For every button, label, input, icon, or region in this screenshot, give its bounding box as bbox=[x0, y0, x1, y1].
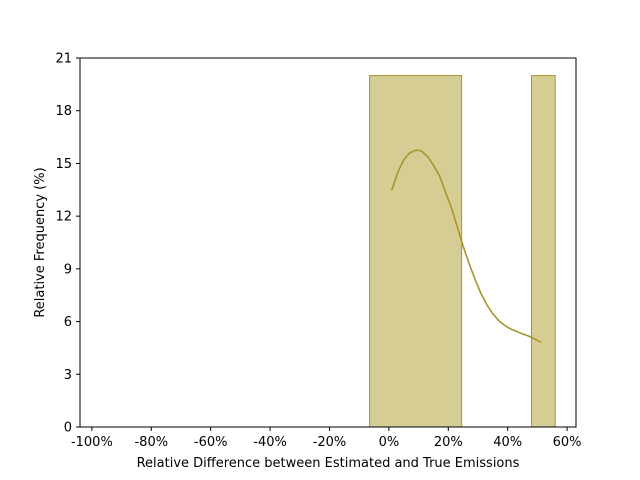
histogram-bar-1 bbox=[369, 75, 463, 428]
y-tick-label: 15 bbox=[55, 157, 72, 172]
x-tick-label: 60% bbox=[553, 435, 582, 450]
y-tick-label: 6 bbox=[64, 315, 72, 330]
density-curve-layer bbox=[391, 149, 542, 343]
y-axis-label: Relative Frequency (%) bbox=[33, 167, 48, 317]
x-tick-label: -100% bbox=[71, 435, 113, 450]
y-tick-label: 9 bbox=[64, 262, 72, 277]
x-tick-label: -60% bbox=[194, 435, 228, 450]
y-tick-label: 0 bbox=[64, 421, 72, 436]
x-tick-label: -40% bbox=[253, 435, 287, 450]
plot-frame bbox=[79, 57, 577, 428]
y-tick-label: 21 bbox=[55, 52, 72, 67]
y-tick-label: 3 bbox=[64, 368, 72, 383]
y-tick-label: 12 bbox=[55, 210, 72, 225]
y-axis-ticks: 0 3 6 9 12 15 18 21 bbox=[55, 52, 80, 436]
x-tick-label: 0% bbox=[379, 435, 400, 450]
x-tick-label: -20% bbox=[313, 435, 347, 450]
y-tick-label: 18 bbox=[55, 104, 72, 119]
x-axis-ticks: -100% -80% -60% -40% -20% 0% 20% 40% 60% bbox=[71, 427, 582, 450]
x-tick-label: -80% bbox=[134, 435, 168, 450]
density-curve bbox=[391, 149, 542, 343]
bars-layer bbox=[369, 75, 556, 428]
x-tick-label: 20% bbox=[434, 435, 463, 450]
x-tick-label: 40% bbox=[493, 435, 522, 450]
x-axis-label: Relative Difference between Estimated an… bbox=[137, 456, 520, 471]
histogram-bar-2 bbox=[530, 75, 556, 428]
